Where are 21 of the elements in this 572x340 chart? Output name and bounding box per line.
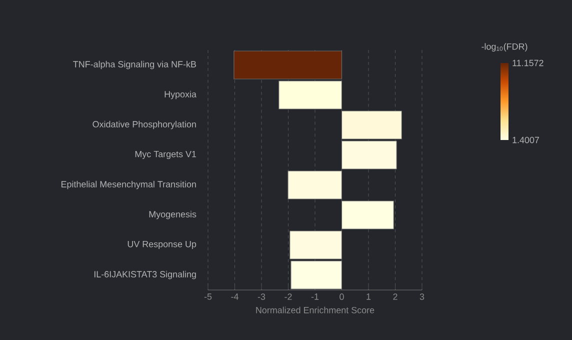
- x-tick-label: -1: [311, 294, 319, 300]
- x-tick-label: -2: [284, 294, 292, 300]
- x-tick-label: 0: [340, 294, 344, 300]
- y-tick-label: Hypoxia: [164, 90, 196, 100]
- x-axis-title: Normalized Enrichment Score: [256, 306, 374, 314]
- y-tick-label: UV Response Up: [128, 240, 196, 250]
- y-tick-label: Myogenesis: [149, 210, 196, 220]
- x-tick-label: 1: [366, 294, 371, 300]
- x-tick-label: 3: [420, 294, 424, 300]
- x-tick-label: -5: [204, 294, 212, 300]
- x-tick-label: -3: [258, 294, 266, 300]
- color-bar-label: 11.1572: [512, 60, 544, 66]
- y-tick-label: Epithelial Mesenchymal Transition: [61, 180, 196, 190]
- y-tick-label: Myc Targets V1: [135, 150, 196, 160]
- x-tick-label: 2: [393, 294, 398, 300]
- x-tick-label: -4: [231, 294, 238, 300]
- color-bar-title: -log$_{10}$(FDR): [482, 43, 528, 52]
- y-tick-label: IL-6IJAKISTAT3 Signaling: [94, 270, 196, 280]
- y-tick-label: Oxidative Phosphorylation: [92, 120, 196, 130]
- color-bar-label: 1.4007: [512, 136, 539, 144]
- y-tick-label: TNF-alpha Signaling via NF-kB: [73, 60, 196, 70]
